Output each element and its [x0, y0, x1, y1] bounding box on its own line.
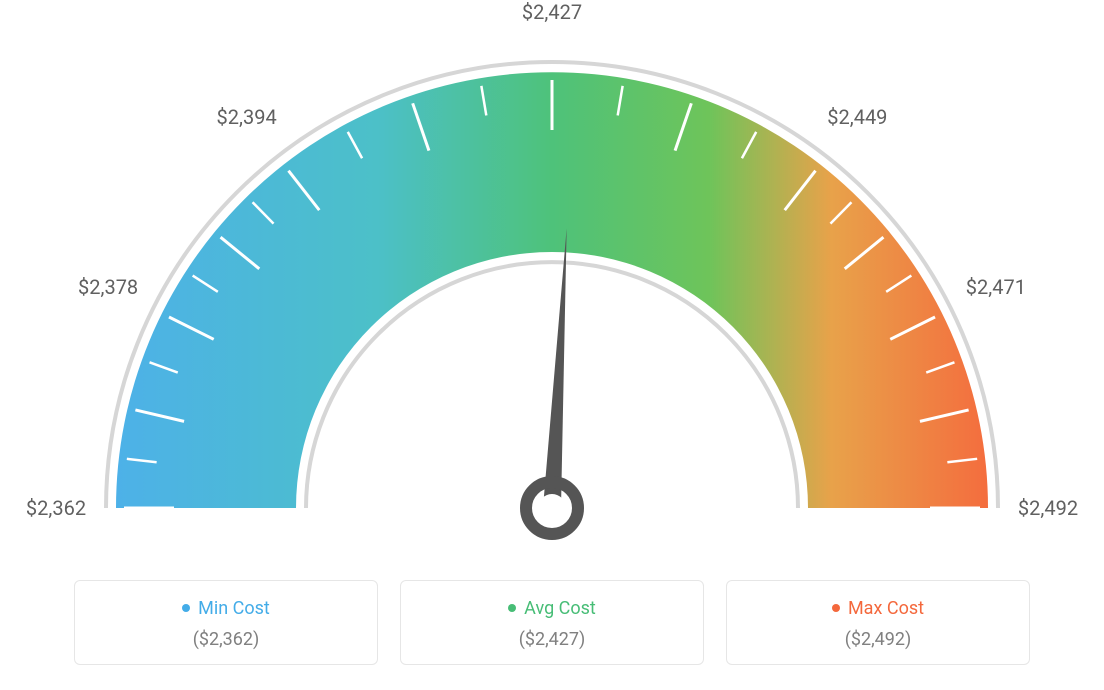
legend-label-min: Min Cost	[198, 598, 270, 619]
legend-value-max: ($2,492)	[739, 629, 1017, 650]
legend-card-avg: Avg Cost ($2,427)	[400, 580, 704, 665]
legend-value-min: ($2,362)	[87, 629, 365, 650]
dot-icon-min	[182, 604, 190, 612]
gauge-chart: $2,362 $2,378 $2,394 $2,427 $2,449 $2,471 $2,4…	[0, 0, 1104, 560]
legend-row: Min Cost ($2,362) Avg Cost ($2,427) Max …	[74, 580, 1030, 665]
legend-card-min: Min Cost ($2,362)	[74, 580, 378, 665]
gauge-tick-label: $2,427	[522, 0, 582, 24]
gauge-svg	[0, 0, 1104, 560]
gauge-tick-label: $2,471	[966, 275, 1026, 299]
legend-card-max: Max Cost ($2,492)	[726, 580, 1030, 665]
dot-icon-avg	[508, 604, 516, 612]
gauge-tick-label: $2,492	[1018, 496, 1078, 520]
gauge-tick-label: $2,378	[78, 275, 138, 299]
gauge-tick-label: $2,394	[217, 105, 277, 129]
gauge-tick-label: $2,362	[26, 496, 86, 520]
legend-label-max: Max Cost	[848, 598, 924, 619]
gauge-tick-label: $2,449	[827, 105, 887, 129]
legend-value-avg: ($2,427)	[413, 629, 691, 650]
legend-label-avg: Avg Cost	[524, 598, 596, 619]
dot-icon-max	[832, 604, 840, 612]
